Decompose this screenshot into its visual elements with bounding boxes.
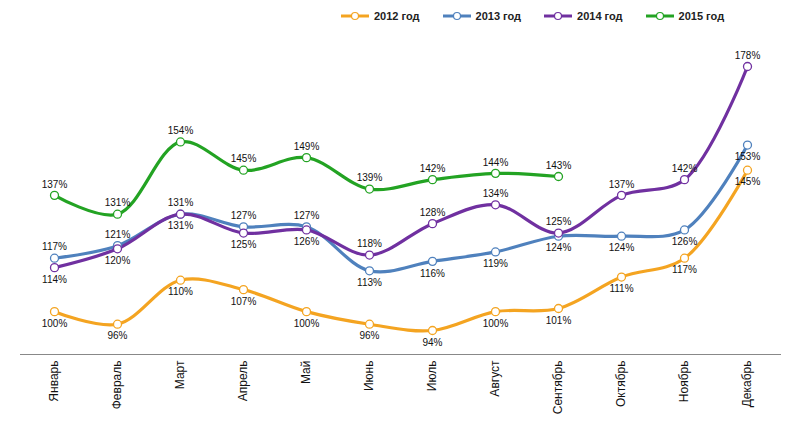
svg-text:137%: 137% (609, 179, 635, 190)
svg-text:101%: 101% (546, 315, 572, 326)
svg-text:Декабрь: Декабрь (740, 361, 754, 408)
svg-text:127%: 127% (231, 210, 257, 221)
svg-text:Июль: Июль (425, 361, 439, 392)
html-text:2013 год: 2013 год (475, 10, 522, 22)
svg-text:131%: 131% (168, 197, 194, 208)
svg-text:96%: 96% (359, 330, 379, 341)
html-text:2015 год: 2015 год (678, 10, 725, 22)
svg-text:131%: 131% (168, 220, 194, 231)
svg-text:142%: 142% (420, 163, 446, 174)
svg-text:125%: 125% (231, 239, 257, 250)
svg-text:127%: 127% (294, 210, 320, 221)
svg-text:126%: 126% (294, 236, 320, 247)
svg-text:Май: Май (299, 361, 313, 385)
svg-text:178%: 178% (735, 50, 761, 61)
svg-text:121%: 121% (105, 229, 131, 240)
svg-text:100%: 100% (42, 318, 68, 329)
svg-text:125%: 125% (546, 216, 572, 227)
svg-text:134%: 134% (483, 188, 509, 199)
svg-text:Ноябрь: Ноябрь (677, 361, 691, 403)
svg-text:116%: 116% (420, 268, 445, 279)
svg-text:114%: 114% (42, 274, 67, 285)
svg-text:Апрель: Апрель (236, 361, 250, 402)
svg-text:119%: 119% (483, 258, 508, 269)
svg-text:142%: 142% (672, 163, 698, 174)
html-text:2012 год: 2012 год (374, 10, 420, 22)
svg-text:100%: 100% (483, 318, 509, 329)
svg-text:149%: 149% (294, 141, 320, 152)
svg-text:131%: 131% (105, 197, 131, 208)
svg-text:110%: 110% (168, 286, 193, 297)
svg-text:143%: 143% (546, 160, 572, 171)
svg-text:94%: 94% (422, 337, 442, 348)
svg-text:124%: 124% (546, 242, 572, 253)
svg-text:Январь: Январь (47, 361, 61, 402)
svg-text:107%: 107% (231, 296, 257, 307)
svg-text:120%: 120% (105, 255, 131, 266)
svg-text:144%: 144% (483, 157, 509, 168)
svg-text:126%: 126% (672, 236, 698, 247)
svg-text:Февраль: Февраль (110, 361, 124, 410)
svg-text:Октябрь: Октябрь (614, 361, 628, 408)
html-text:2014 год: 2014 год (577, 10, 623, 22)
svg-text:137%: 137% (42, 179, 68, 190)
svg-text:111%: 111% (609, 283, 633, 294)
svg-text:113%: 113% (357, 277, 382, 288)
svg-text:Август: Август (488, 360, 502, 397)
svg-text:Июнь: Июнь (362, 361, 376, 392)
svg-text:139%: 139% (357, 172, 383, 183)
svg-text:145%: 145% (735, 176, 761, 187)
svg-text:128%: 128% (420, 207, 446, 218)
svg-text:124%: 124% (609, 242, 635, 253)
svg-text:117%: 117% (672, 264, 697, 275)
svg-text:153%: 153% (735, 151, 761, 162)
svg-text:96%: 96% (107, 330, 127, 341)
svg-text:100%: 100% (294, 318, 320, 329)
svg-text:145%: 145% (231, 153, 257, 164)
svg-text:Март: Март (173, 360, 187, 389)
svg-text:154%: 154% (168, 125, 194, 136)
svg-text:118%: 118% (357, 238, 382, 249)
svg-text:Сентябрь: Сентябрь (551, 361, 565, 415)
svg-text:117%: 117% (42, 241, 67, 252)
